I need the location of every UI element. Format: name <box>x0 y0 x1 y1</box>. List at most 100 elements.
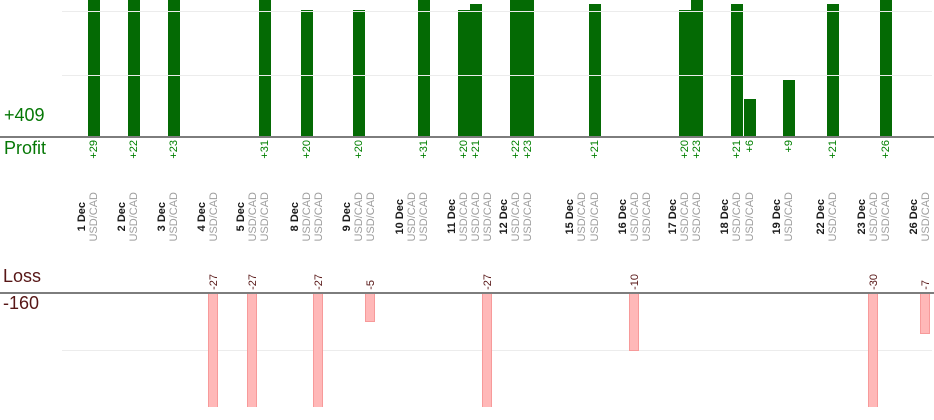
symbol-label-text: USD/CAD <box>481 191 494 242</box>
loss-value-label: -5 <box>364 247 378 290</box>
profit-gridline-10 <box>62 75 932 76</box>
loss-gridline-10 <box>62 350 932 351</box>
profit-total-label: +409 <box>4 105 45 125</box>
date-label-text: 18 Dec <box>718 198 731 235</box>
date-label-text: 1 Dec <box>75 201 88 232</box>
date-label-text: 19 Dec <box>770 198 783 235</box>
profit-value-label-text: +20 <box>300 140 313 159</box>
date-label-text: 8 Dec <box>288 201 301 232</box>
symbol-label-text: USD/CAD <box>782 191 795 242</box>
date-label: 9 Dec <box>340 183 354 250</box>
loss-value-label: -27 <box>481 247 495 290</box>
symbol-label-text: USD/CAD <box>690 191 703 242</box>
loss-value-label: -30 <box>867 247 881 290</box>
profit-value-label-text: +23 <box>521 140 534 159</box>
date-label: 15 Dec <box>563 183 577 250</box>
symbol-label-text: USD/CAD <box>521 191 534 242</box>
profit-value-label-text: +9 <box>782 140 795 153</box>
date-label-text: 5 Dec <box>234 201 247 232</box>
profit-value-label-text: +21 <box>588 140 601 159</box>
profit-bar <box>353 10 365 136</box>
date-label-text: 12 Dec <box>497 198 510 235</box>
date-label: 23 Dec <box>855 183 869 250</box>
profit-value-label-text: +21 <box>826 140 839 159</box>
profit-value-label-text: +20 <box>352 140 365 159</box>
symbol-label: USD/CAD <box>690 183 704 250</box>
date-label: 22 Dec <box>814 183 828 250</box>
profit-value-label: +31 <box>417 140 431 180</box>
profit-bar <box>88 0 100 136</box>
loss-plot-area <box>0 294 934 407</box>
date-label: 18 Dec <box>718 183 732 250</box>
symbol-label-text: USD/CAD <box>417 191 430 242</box>
profit-bar <box>470 4 482 136</box>
symbol-label: USD/CAD <box>481 183 495 250</box>
profit-value-label-text: +22 <box>127 140 140 159</box>
profit-value-label-text: +6 <box>743 140 756 153</box>
loss-value-label-text: -5 <box>364 280 377 290</box>
loss-value-label: -27 <box>312 247 326 290</box>
symbol-label-text: USD/CAD <box>167 191 180 242</box>
symbol-label: USD/CAD <box>312 183 326 250</box>
symbol-label-text: USD/CAD <box>575 191 588 242</box>
profit-value-label: +23 <box>521 140 535 180</box>
profit-bar <box>168 0 180 136</box>
date-label: 3 Dec <box>155 183 169 250</box>
symbol-label-text: USD/CAD <box>87 191 100 242</box>
profit-value-label-text: +26 <box>879 140 892 159</box>
symbol-label-text: USD/CAD <box>588 191 601 242</box>
profit-value-label-text: +21 <box>730 140 743 159</box>
symbol-label-text: USD/CAD <box>826 191 839 242</box>
symbol-label: USD/CAD <box>521 183 535 250</box>
date-label-text: 23 Dec <box>855 198 868 235</box>
loss-bar <box>313 294 323 407</box>
profit-value-label-text: +23 <box>690 140 703 159</box>
date-label-text: 3 Dec <box>155 201 168 232</box>
date-label-text: 4 Dec <box>195 201 208 232</box>
symbol-label: USD/CAD <box>743 183 757 250</box>
symbol-label: USD/CAD <box>919 183 933 250</box>
profit-value-label: +21 <box>469 140 483 180</box>
symbol-label: USD/CAD <box>127 183 141 250</box>
symbol-label: USD/CAD <box>640 183 654 250</box>
profit-value-label: +20 <box>352 140 366 180</box>
symbol-label: USD/CAD <box>87 183 101 250</box>
loss-value-label-text: -10 <box>628 274 641 290</box>
profit-value-label: +6 <box>743 140 757 180</box>
profit-value-label: +21 <box>826 140 840 180</box>
profit-axis-line <box>0 136 934 138</box>
loss-bar <box>920 294 930 334</box>
symbol-label: USD/CAD <box>879 183 893 250</box>
loss-value-label: -27 <box>207 247 221 290</box>
profit-bar <box>880 0 892 136</box>
symbol-label-text: USD/CAD <box>730 191 743 242</box>
symbol-label: USD/CAD <box>730 183 744 250</box>
date-label: 19 Dec <box>770 183 784 250</box>
symbol-label: USD/CAD <box>258 183 272 250</box>
profit-bar <box>301 10 313 136</box>
profit-bar <box>691 0 703 136</box>
profit-bar <box>418 0 430 136</box>
loss-bar <box>482 294 492 407</box>
profit-value-label-text: +23 <box>167 140 180 159</box>
date-label: 4 Dec <box>195 183 209 250</box>
symbol-label-text: USD/CAD <box>127 191 140 242</box>
date-label-text: 2 Dec <box>115 201 128 232</box>
loss-total-label: -160 <box>3 293 40 313</box>
profit-bar <box>827 4 839 136</box>
loss-bar <box>208 294 218 407</box>
date-label-text: 11 Dec <box>445 199 458 234</box>
symbol-label-text: USD/CAD <box>640 191 653 242</box>
loss-value-label: -27 <box>246 247 260 290</box>
profit-bar <box>522 0 534 136</box>
loss-bar <box>365 294 375 322</box>
profit-bar <box>128 0 140 136</box>
profit-value-label-text: +31 <box>417 140 430 159</box>
date-label-text: 26 Dec <box>907 198 920 235</box>
profit-value-label: +26 <box>879 140 893 180</box>
date-label-text: 10 Dec <box>393 198 406 235</box>
loss-axis-line <box>0 292 934 294</box>
symbol-label: USD/CAD <box>207 183 221 250</box>
profit-bar <box>744 99 756 136</box>
